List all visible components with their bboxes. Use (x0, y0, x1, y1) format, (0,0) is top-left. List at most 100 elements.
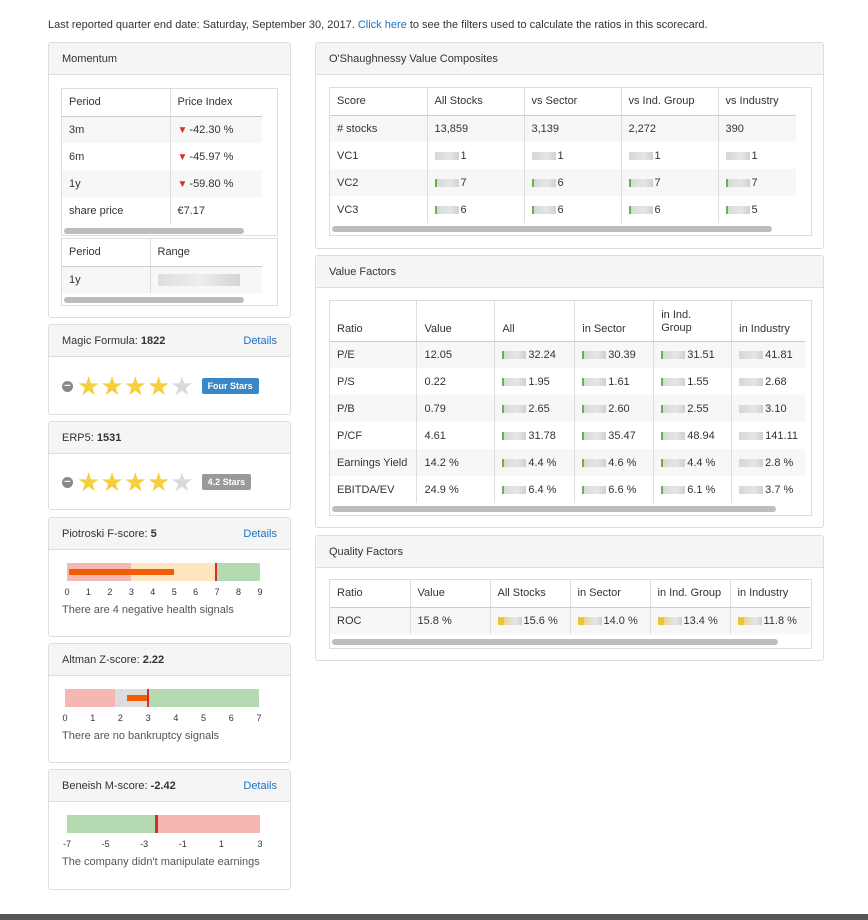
momentum-value-cell: ▼ -45.97 % (169, 143, 262, 170)
col-vs-sector[interactable]: vs Sector (523, 88, 621, 116)
qf-cell: 13.4 % (649, 607, 730, 634)
col-in-ind-group[interactable]: in Ind. Group (653, 301, 732, 342)
axis-tick-label: 6 (228, 713, 234, 723)
vc-cell: 1 (523, 142, 621, 169)
col-price-index[interactable]: Price Index (169, 89, 262, 117)
axis-tick-label: 1 (218, 839, 224, 849)
filters-link[interactable]: Click here (357, 19, 407, 31)
col-q-in-industry[interactable]: in Industry (729, 580, 810, 608)
percentile-bar (497, 616, 522, 625)
vf-scrollbar[interactable] (332, 506, 776, 512)
momentum-value: €7.17 (177, 204, 206, 217)
col-value[interactable]: Value (416, 301, 495, 342)
momentum-table: Period Price Index 3m ▼ -42.30 % 6m ▼ -45.97 … (62, 89, 262, 224)
axis-tick-label: -3 (140, 839, 149, 849)
momentum-header: Momentum (49, 43, 290, 75)
vf-ratio: P/E (330, 341, 417, 368)
vc-score: 1 (654, 149, 661, 162)
percentile-bar (661, 404, 686, 413)
vc-score: 7 (654, 176, 661, 189)
qf-ratio: ROC (330, 607, 410, 634)
piotroski-details-link[interactable]: Details (243, 527, 277, 540)
percentile-bar (434, 205, 459, 214)
value-factors-header: Value Factors (316, 256, 823, 288)
vf-value: 14.2 % (416, 449, 495, 476)
percentile-bar (582, 458, 607, 467)
vc-stock-count: 13,859 (426, 115, 524, 142)
piotroski-note: There are 4 negative health signals (62, 604, 234, 616)
col-period[interactable]: Period (62, 89, 170, 117)
beneish-details-link[interactable]: Details (243, 779, 277, 792)
vc-cell: 6 (523, 169, 621, 196)
minus-icon[interactable]: − (62, 380, 73, 392)
vf-cell: 30.39 (574, 341, 654, 368)
vf-compare-value: 3.7 % (765, 483, 794, 496)
star-icon: ★ (123, 467, 147, 497)
qf-compare-value: 13.4 % (683, 614, 718, 627)
vf-row: P/B 0.79 2.65 2.60 2.55 3.10 (330, 395, 805, 422)
momentum-value-cell: €7.17 (169, 197, 262, 224)
altman-marker (147, 689, 149, 707)
vf-cell: 1.61 (574, 368, 654, 395)
col-q-all-stocks[interactable]: All Stocks (489, 580, 570, 608)
vf-compare-value: 4.4 % (528, 456, 557, 469)
col-score[interactable]: Score (330, 88, 427, 116)
col-range[interactable]: Range (149, 239, 262, 267)
percentile-bar (628, 178, 653, 187)
col-q-in-ind-group[interactable]: in Ind. Group (649, 580, 730, 608)
value-factors-panel: Value Factors Ratio Value All in Sector … (315, 255, 824, 528)
col-all[interactable]: All (494, 301, 575, 342)
vf-cell: 41.81 (731, 341, 805, 368)
vc-scrollbar[interactable] (332, 226, 772, 232)
col-in-sector[interactable]: in Sector (574, 301, 654, 342)
col-range-period[interactable]: Period (62, 239, 150, 267)
col-q-ratio[interactable]: Ratio (330, 580, 410, 608)
percentile-bar (737, 616, 762, 625)
percentile-bar (582, 350, 607, 359)
arrow-down-icon: ▼ (177, 178, 188, 190)
col-vs-industry[interactable]: vs Industry (717, 88, 796, 116)
piotroski-header: Piotroski F-score: 5 Details (49, 518, 290, 550)
percentile-bar (739, 458, 764, 467)
vc-cell: 1 (717, 142, 796, 169)
vf-value: 12.05 (416, 341, 495, 368)
vf-cell: 6.4 % (494, 476, 575, 503)
col-q-value[interactable]: Value (409, 580, 490, 608)
col-vs-ind-group[interactable]: vs Ind. Group (620, 88, 718, 116)
percentile-bar (502, 350, 527, 359)
axis-tick-label: 0 (64, 587, 70, 597)
vf-compare-value: 2.55 (687, 402, 709, 415)
qf-scrollbar[interactable] (332, 639, 778, 645)
percentile-bar (434, 178, 459, 187)
col-q-in-sector[interactable]: in Sector (569, 580, 650, 608)
col-ratio[interactable]: Ratio (330, 301, 417, 342)
vc-row-label: VC2 (330, 169, 427, 196)
axis-tick-label: 2 (107, 587, 113, 597)
range-scrollbar[interactable] (64, 297, 244, 303)
percentile-bar (434, 151, 459, 160)
col-all-stocks[interactable]: All Stocks (426, 88, 524, 116)
vc-stock-count: 2,272 (620, 115, 718, 142)
vf-compare-value: 6.1 % (687, 483, 716, 496)
qf-table: Ratio Value All Stocks in Sector in Ind.… (330, 580, 810, 634)
piotroski-gauge (67, 563, 260, 581)
magic-formula-details-link[interactable]: Details (243, 334, 277, 347)
value-composites-title: O'Shaughnessy Value Composites (329, 52, 498, 65)
vf-compare-value: 6.4 % (528, 483, 557, 496)
vf-compare-value: 2.8 % (765, 456, 794, 469)
qf-cell: 15.6 % (489, 607, 570, 634)
altman-score-bar (127, 695, 147, 701)
vf-compare-value: 2.68 (765, 375, 787, 388)
altman-header: Altman Z-score: 2.22 (49, 644, 290, 676)
percentile-bar (725, 178, 750, 187)
vf-cell: 4.6 % (574, 449, 654, 476)
star-icon: ★ (123, 371, 147, 401)
beneish-value: -2.42 (150, 779, 176, 792)
momentum-panel: Momentum Period Price Index 3m ▼ -42.30 % 6… (48, 42, 291, 318)
momentum-scrollbar[interactable] (64, 228, 244, 234)
minus-icon[interactable]: − (62, 476, 73, 488)
col-in-industry[interactable]: in Industry (731, 301, 805, 342)
axis-tick-label: 3 (257, 839, 263, 849)
beneish-panel: Beneish M-score: -2.42 Details -7 -5 -3 -1 1… (48, 769, 291, 890)
